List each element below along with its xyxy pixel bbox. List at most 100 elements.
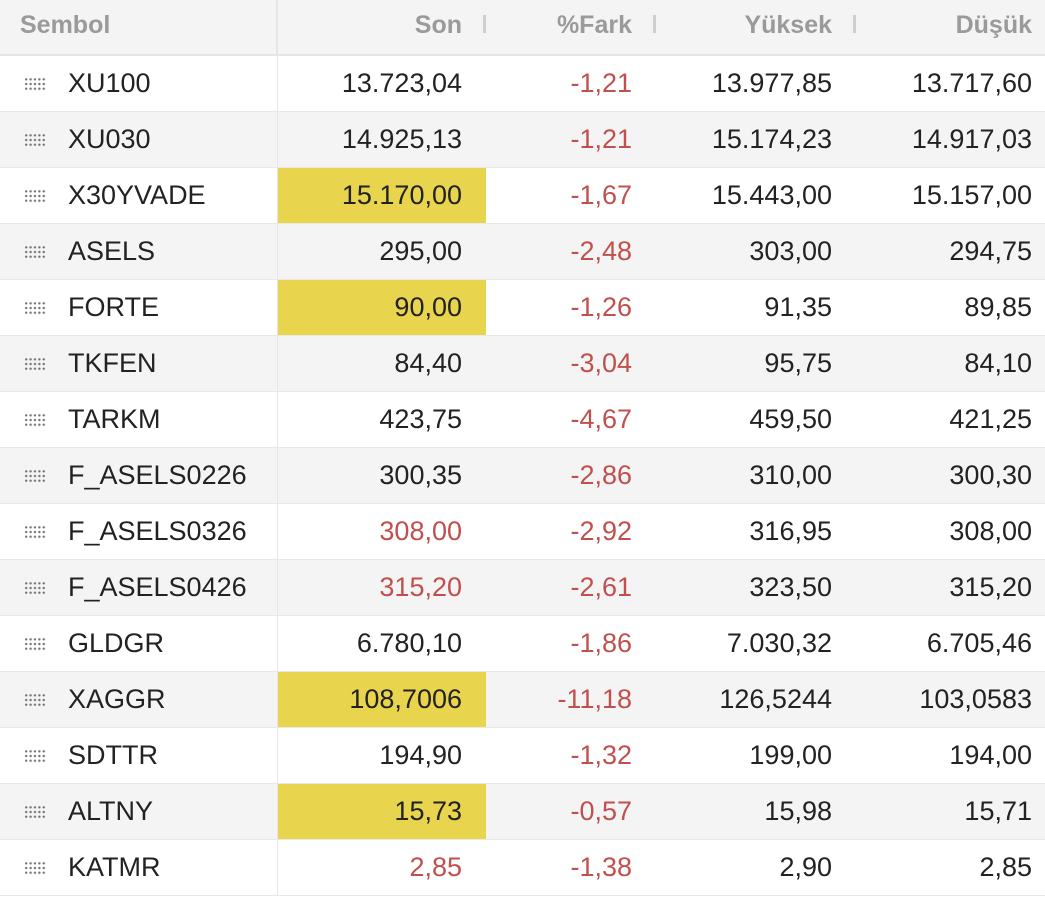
drag-handle-icon[interactable] <box>24 132 46 147</box>
last-price-cell: 308,00 <box>379 516 462 546</box>
symbol-cell: F_ASELS0226 <box>0 448 278 503</box>
column-header-high-label: Yüksek <box>744 11 832 39</box>
table-row[interactable]: SDTTR 194,90 -1,32 199,00 194,00 <box>0 728 1045 784</box>
column-resize-handle[interactable] <box>853 15 856 33</box>
change-percent-cell: -1,21 <box>570 124 632 154</box>
symbol-label: KATMR <box>68 852 161 882</box>
column-resize-handle[interactable] <box>653 15 656 33</box>
change-percent-cell: -1,67 <box>570 180 632 210</box>
change-percent-cell: -2,86 <box>570 460 632 490</box>
table-row[interactable]: ASELS 295,00 -2,48 303,00 294,75 <box>0 224 1045 280</box>
change-percent-cell: -11,18 <box>557 684 632 714</box>
table-row[interactable]: F_ASELS0426 315,20 -2,61 323,50 315,20 <box>0 560 1045 616</box>
drag-handle-icon[interactable] <box>24 524 46 539</box>
drag-handle-icon[interactable] <box>24 860 46 875</box>
symbol-cell: FORTE <box>0 280 278 335</box>
table-row[interactable]: FORTE 90,00 -1,26 91,35 89,85 <box>0 280 1045 336</box>
drag-handle-icon[interactable] <box>24 580 46 595</box>
low-price-cell: 15.157,00 <box>911 180 1032 210</box>
symbol-cell: GLDGR <box>0 616 278 671</box>
drag-handle-icon[interactable] <box>24 412 46 427</box>
high-price-cell: 91,35 <box>764 292 832 322</box>
table-row[interactable]: XU030 14.925,13 -1,21 15.174,23 14.917,03 <box>0 112 1045 168</box>
symbol-label: GLDGR <box>68 628 165 658</box>
high-price-cell: 459,50 <box>749 404 832 434</box>
column-header-low[interactable]: Düşük <box>955 11 1032 39</box>
drag-handle-icon[interactable] <box>24 468 46 483</box>
change-percent-cell: -2,92 <box>570 516 632 546</box>
table-row[interactable]: KATMR 2,85 -1,38 2,90 2,85 <box>0 840 1045 896</box>
symbol-cell: F_ASELS0426 <box>0 560 278 615</box>
symbol-label: ALTNY <box>68 796 154 826</box>
column-header-high[interactable]: Yüksek <box>656 0 856 54</box>
last-price-cell: 108,7006 <box>278 672 486 727</box>
change-percent-cell: -2,61 <box>570 572 632 602</box>
symbol-cell: XU030 <box>0 112 278 167</box>
table-row[interactable]: F_ASELS0226 300,35 -2,86 310,00 300,30 <box>0 448 1045 504</box>
high-price-cell: 15.443,00 <box>711 180 832 210</box>
table-row[interactable]: GLDGR 6.780,10 -1,86 7.030,32 6.705,46 <box>0 616 1045 672</box>
table-row[interactable]: TARKM 423,75 -4,67 459,50 421,25 <box>0 392 1045 448</box>
column-resize-handle[interactable] <box>483 15 486 33</box>
last-price-cell: 14.925,13 <box>341 124 462 154</box>
change-percent-cell: -1,21 <box>570 68 632 98</box>
table-row[interactable]: XU100 13.723,04 -1,21 13.977,85 13.717,60 <box>0 56 1045 112</box>
change-percent-cell: -4,67 <box>570 404 632 434</box>
table-row[interactable]: ALTNY 15,73 -0,57 15,98 15,71 <box>0 784 1045 840</box>
symbol-label: F_ASELS0226 <box>68 460 247 490</box>
symbol-label: ASELS <box>68 236 156 266</box>
drag-handle-icon[interactable] <box>24 188 46 203</box>
symbol-label: F_ASELS0426 <box>68 572 247 602</box>
last-price-cell: 6.780,10 <box>356 628 462 658</box>
drag-handle-icon[interactable] <box>24 636 46 651</box>
high-price-cell: 2,90 <box>779 852 832 882</box>
symbol-label: XU100 <box>68 68 151 98</box>
change-percent-cell: -1,32 <box>570 740 632 770</box>
last-price-cell: 13.723,04 <box>341 68 462 98</box>
last-price-cell: 15,73 <box>278 784 486 839</box>
column-header-change-label: %Fark <box>556 11 632 39</box>
column-header-last[interactable]: Son <box>278 0 486 54</box>
last-price-cell: 194,90 <box>379 740 462 770</box>
high-price-cell: 15.174,23 <box>711 124 832 154</box>
column-header-change[interactable]: %Fark <box>486 0 656 54</box>
symbol-label: FORTE <box>68 292 160 322</box>
high-price-cell: 13.977,85 <box>711 68 832 98</box>
high-price-cell: 95,75 <box>764 348 832 378</box>
table-header: Sembol Son %Fark Yüksek Düşük <box>0 0 1045 56</box>
low-price-cell: 300,30 <box>949 460 1032 490</box>
table-row[interactable]: XAGGR 108,7006 -11,18 126,5244 103,0583 <box>0 672 1045 728</box>
symbol-cell: XU100 <box>0 56 278 111</box>
drag-handle-icon[interactable] <box>24 804 46 819</box>
drag-handle-icon[interactable] <box>24 692 46 707</box>
change-percent-cell: -2,48 <box>570 236 632 266</box>
high-price-cell: 316,95 <box>749 516 832 546</box>
low-price-cell: 6.705,46 <box>926 628 1032 658</box>
drag-handle-icon[interactable] <box>24 244 46 259</box>
low-price-cell: 294,75 <box>949 236 1032 266</box>
table-row[interactable]: TKFEN 84,40 -3,04 95,75 84,10 <box>0 336 1045 392</box>
last-price-cell: 423,75 <box>379 404 462 434</box>
symbol-label: X30YVADE <box>68 180 206 210</box>
high-price-cell: 126,5244 <box>719 684 832 714</box>
drag-handle-icon[interactable] <box>24 76 46 91</box>
symbol-cell: F_ASELS0326 <box>0 504 278 559</box>
table-row[interactable]: X30YVADE 15.170,00 -1,67 15.443,00 15.157,00 <box>0 168 1045 224</box>
table-row[interactable]: F_ASELS0326 308,00 -2,92 316,95 308,00 <box>0 504 1045 560</box>
low-price-cell: 89,85 <box>964 292 1032 322</box>
change-percent-cell: -1,86 <box>570 628 632 658</box>
column-header-symbol[interactable]: Sembol <box>0 0 278 54</box>
last-price-cell: 15.170,00 <box>278 168 486 223</box>
symbol-label: XAGGR <box>68 684 166 714</box>
low-price-cell: 315,20 <box>949 572 1032 602</box>
low-price-cell: 194,00 <box>949 740 1032 770</box>
drag-handle-icon[interactable] <box>24 748 46 763</box>
drag-handle-icon[interactable] <box>24 356 46 371</box>
low-price-cell: 13.717,60 <box>911 68 1032 98</box>
symbol-cell: ALTNY <box>0 784 278 839</box>
low-price-cell: 421,25 <box>949 404 1032 434</box>
last-price-cell: 300,35 <box>379 460 462 490</box>
symbol-cell: X30YVADE <box>0 168 278 223</box>
drag-handle-icon[interactable] <box>24 300 46 315</box>
low-price-cell: 14.917,03 <box>911 124 1032 154</box>
